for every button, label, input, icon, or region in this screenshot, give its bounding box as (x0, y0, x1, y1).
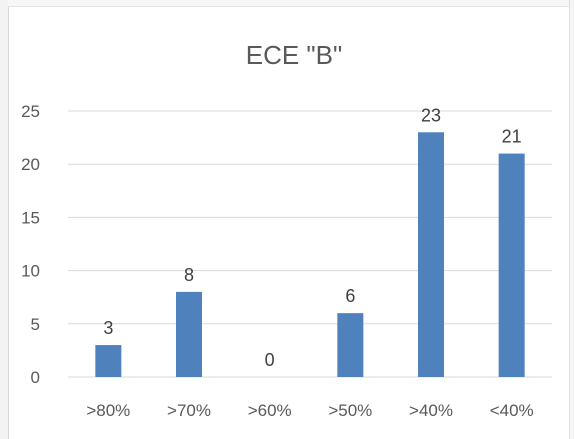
window-right-edge (569, 0, 574, 439)
y-tick-label-15: 15 (21, 208, 40, 227)
x-tick-label-1: >80% (86, 401, 130, 420)
gridlines (68, 110, 552, 378)
x-axis-ticks: >80% >70% >60% >50% >40% <40% (86, 401, 533, 420)
data-label-6: 21 (502, 127, 522, 147)
window-left-edge (0, 0, 9, 439)
x-tick-label-4: >50% (328, 401, 372, 420)
data-label-5: 23 (421, 105, 441, 125)
bars (95, 132, 525, 377)
x-tick-label-6: <40% (490, 401, 534, 420)
y-tick-label-0: 0 (31, 368, 40, 387)
y-tick-label-10: 10 (21, 262, 40, 281)
data-label-3: 0 (265, 350, 275, 370)
bar-5 (418, 132, 444, 377)
data-label-1: 3 (103, 318, 113, 338)
data-label-2: 8 (184, 265, 194, 285)
x-tick-label-2: >70% (167, 401, 211, 420)
window-top-edge (8, 0, 574, 7)
data-labels: 3 8 0 6 23 21 (103, 105, 521, 370)
y-tick-label-20: 20 (21, 155, 40, 174)
x-tick-label-5: >40% (409, 401, 453, 420)
data-label-4: 6 (345, 286, 355, 306)
chart-title: ECE "B" (246, 40, 342, 70)
bar-2 (176, 291, 202, 377)
y-tick-label-5: 5 (31, 315, 40, 334)
bar-4 (337, 313, 364, 377)
bar-6 (498, 153, 525, 377)
y-axis-ticks: 0 5 10 15 20 25 (21, 102, 40, 387)
bar-1 (95, 345, 122, 377)
x-tick-label-3: >60% (248, 401, 292, 420)
y-tick-label-25: 25 (21, 102, 40, 121)
